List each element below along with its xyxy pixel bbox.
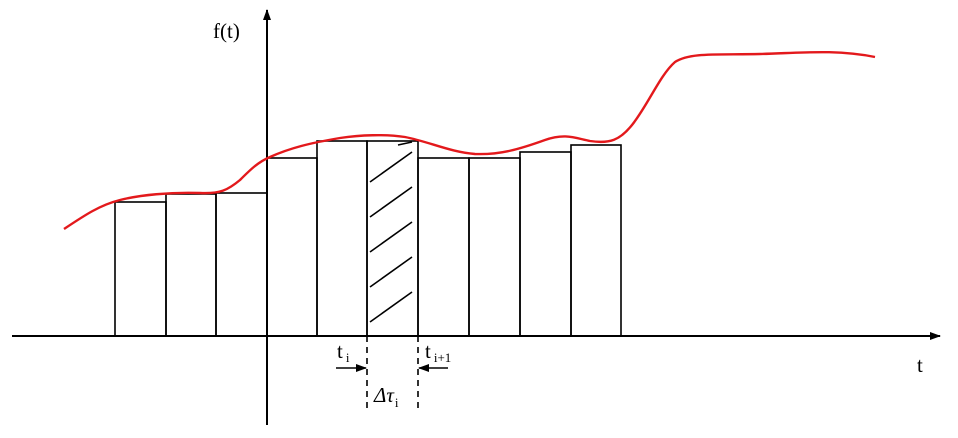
bar <box>468 157 521 337</box>
bar <box>114 201 167 337</box>
bar <box>570 144 622 337</box>
label-t-i-plus-1: t i+1 <box>425 339 451 365</box>
x-axis-label: t <box>917 353 923 377</box>
label-sub: i <box>395 395 399 410</box>
hatch <box>369 141 413 323</box>
function-curve <box>63 50 876 230</box>
bar <box>316 140 368 337</box>
y-axis-label: f(t) <box>213 19 240 43</box>
label-base: Δτ <box>373 383 395 407</box>
label-base: t <box>337 339 343 363</box>
bar <box>215 192 268 337</box>
label-delta-tau: Δτi <box>373 383 399 410</box>
bar <box>519 151 572 337</box>
bar <box>417 157 470 337</box>
label-base: t <box>425 339 431 363</box>
bar <box>165 193 217 337</box>
bars <box>114 140 622 337</box>
label-sub: i+1 <box>434 350 451 365</box>
bar <box>266 157 318 337</box>
label-sub: i <box>346 350 350 365</box>
